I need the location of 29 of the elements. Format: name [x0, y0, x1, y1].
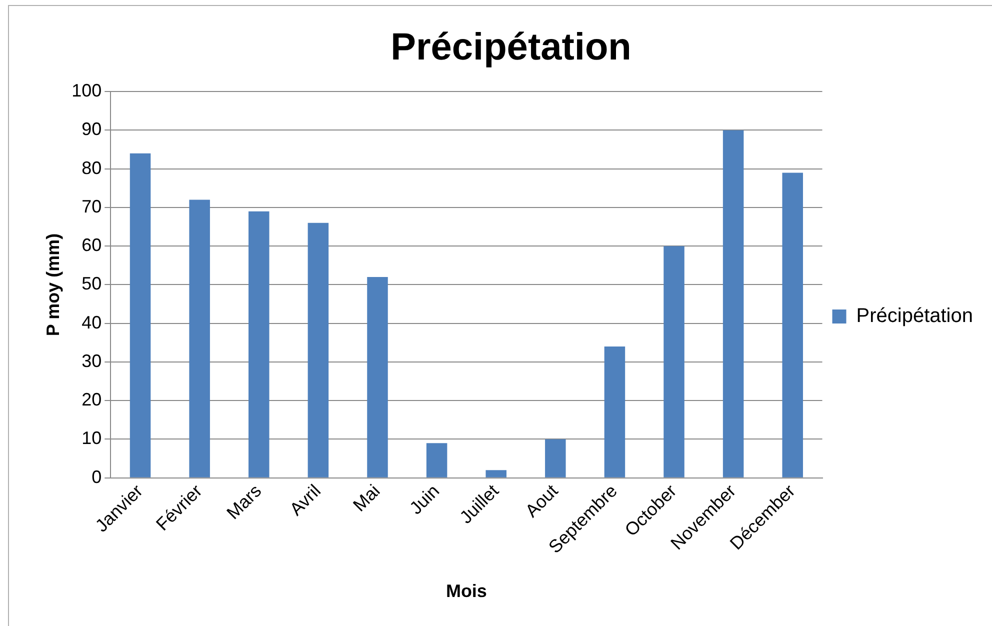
- bar: [486, 470, 506, 478]
- y-tick-label: 0: [92, 466, 102, 487]
- chart-title: Précipétation: [390, 26, 632, 68]
- y-tick-label: 50: [82, 274, 102, 294]
- y-tick-label: 90: [82, 119, 102, 140]
- x-axis-title: Mois: [446, 581, 487, 602]
- bar: [308, 222, 329, 478]
- y-tick-label: 70: [82, 196, 102, 216]
- bar: [664, 246, 684, 478]
- bar: [426, 443, 448, 478]
- y-tick-label: 20: [82, 390, 102, 410]
- y-tick-label: 60: [82, 235, 102, 256]
- bar: [130, 153, 151, 478]
- y-tick-label: 100: [72, 80, 102, 101]
- bar: [367, 277, 388, 478]
- x-tick-label: Juin: [406, 480, 444, 518]
- bar: [189, 200, 210, 478]
- y-tick-label: 30: [82, 350, 102, 371]
- bar: [545, 439, 566, 478]
- y-tick-label: 10: [82, 428, 102, 448]
- y-tick-label: 80: [82, 158, 102, 178]
- y-tick-label: 40: [82, 312, 102, 332]
- bar: [722, 130, 744, 478]
- x-tick-label: Mai: [349, 480, 384, 516]
- bar: [782, 172, 803, 478]
- y-axis-title: P moy (mm): [42, 233, 63, 336]
- legend-label: Précipétation: [856, 305, 974, 328]
- bar: [248, 211, 270, 478]
- bar: [604, 346, 626, 478]
